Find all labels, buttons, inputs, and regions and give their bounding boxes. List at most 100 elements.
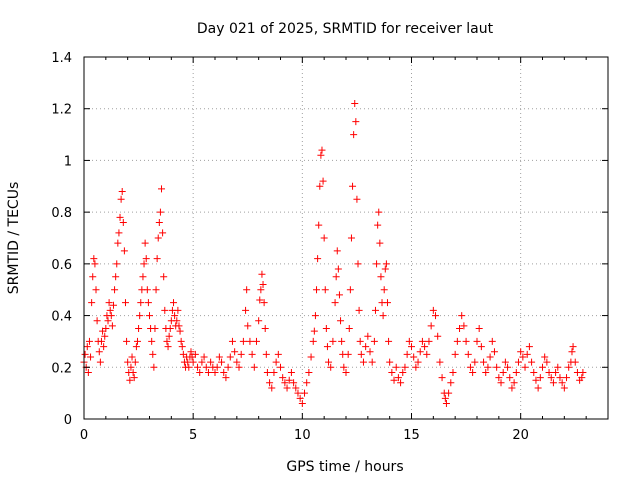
data-point: [427, 322, 435, 330]
data-point: [436, 358, 444, 366]
data-point: [89, 273, 97, 281]
data-point: [432, 312, 440, 320]
data-point: [408, 343, 415, 351]
data-point: [382, 260, 390, 268]
data-points: [80, 100, 587, 407]
data-point: [355, 306, 363, 314]
data-point: [499, 368, 507, 376]
data-point: [137, 299, 145, 307]
data-point: [319, 177, 327, 185]
data-point: [113, 260, 121, 268]
data-point: [187, 348, 195, 356]
data-point: [547, 374, 555, 382]
data-point: [477, 343, 485, 351]
data-point: [386, 358, 394, 366]
data-point: [504, 363, 512, 371]
data-point: [401, 363, 409, 371]
data-point: [519, 353, 527, 361]
data-point: [305, 368, 313, 376]
data-point: [353, 195, 361, 203]
data-point: [250, 363, 258, 371]
data-point: [352, 118, 360, 126]
data-point: [290, 379, 298, 387]
data-point: [164, 343, 172, 351]
data-point: [160, 273, 168, 281]
data-point: [315, 221, 323, 229]
data-point: [388, 368, 396, 376]
data-point: [379, 312, 387, 320]
data-point: [347, 234, 355, 242]
data-point: [475, 325, 483, 332]
data-point: [111, 286, 119, 294]
data-point: [173, 317, 181, 325]
data-point: [377, 273, 385, 281]
data-point: [146, 312, 153, 320]
data-point: [117, 195, 125, 203]
data-point: [170, 299, 178, 307]
data-point: [213, 363, 221, 371]
data-point: [370, 337, 378, 345]
data-point: [239, 337, 247, 345]
data-point: [442, 399, 450, 407]
data-point: [464, 350, 472, 358]
data-point: [127, 363, 135, 371]
data-point: [231, 348, 239, 356]
data-point: [321, 286, 329, 294]
data-point: [140, 260, 148, 268]
data-point: [107, 312, 115, 320]
data-point: [510, 379, 518, 387]
data-point: [130, 374, 138, 382]
data-point: [112, 273, 120, 281]
data-point: [530, 368, 538, 376]
data-point: [350, 131, 358, 139]
data-point: [114, 239, 122, 247]
data-point: [123, 337, 131, 345]
y-tick-label: 1.4: [51, 51, 72, 66]
data-point: [397, 379, 405, 387]
data-point: [373, 260, 381, 268]
data-point: [176, 327, 184, 335]
data-point: [344, 350, 352, 358]
data-point: [207, 358, 215, 366]
data-point: [285, 376, 293, 384]
data-point: [83, 343, 91, 351]
data-point: [93, 317, 101, 325]
data-point: [119, 218, 127, 226]
data-point: [536, 374, 544, 382]
data-point: [105, 299, 113, 307]
data-point: [318, 146, 326, 154]
data-point: [484, 363, 492, 371]
data-point: [252, 337, 260, 345]
data-point: [362, 343, 370, 351]
data-point: [456, 325, 464, 332]
data-point: [224, 363, 232, 371]
data-point: [84, 368, 92, 376]
data-point: [501, 358, 509, 366]
data-point: [327, 363, 335, 371]
data-point: [532, 376, 540, 384]
data-point: [220, 368, 228, 376]
data-point: [144, 299, 152, 307]
data-point: [92, 286, 100, 294]
data-point: [338, 337, 346, 345]
data-point: [405, 337, 413, 345]
data-point: [332, 273, 340, 281]
data-point: [563, 374, 571, 382]
y-tick-label: 0: [64, 413, 72, 428]
data-point: [106, 306, 114, 314]
data-point: [307, 353, 315, 361]
data-point: [552, 368, 560, 376]
data-point: [185, 363, 193, 371]
data-point: [539, 363, 546, 371]
data-point: [85, 337, 93, 345]
data-point: [118, 187, 126, 195]
data-point: [311, 312, 319, 320]
data-point: [303, 379, 311, 387]
y-tick-label: 0.4: [51, 310, 72, 325]
data-point: [235, 363, 243, 371]
data-point: [136, 312, 144, 320]
data-point: [159, 229, 167, 237]
data-point: [301, 389, 309, 397]
y-tick-label: 0.2: [51, 361, 72, 376]
data-point: [523, 350, 531, 358]
